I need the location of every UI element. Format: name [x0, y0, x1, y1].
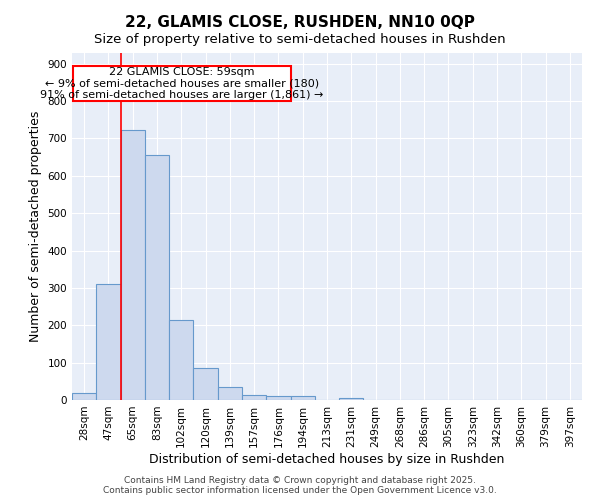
FancyBboxPatch shape: [73, 66, 290, 101]
Y-axis label: Number of semi-detached properties: Number of semi-detached properties: [29, 110, 42, 342]
Bar: [169, 320, 193, 400]
Text: Contains HM Land Registry data © Crown copyright and database right 2025.
Contai: Contains HM Land Registry data © Crown c…: [103, 476, 497, 495]
Bar: [121, 130, 145, 400]
Bar: [193, 368, 218, 400]
Bar: [266, 396, 290, 400]
X-axis label: Distribution of semi-detached houses by size in Rushden: Distribution of semi-detached houses by …: [149, 452, 505, 466]
Text: 22 GLAMIS CLOSE: 59sqm
← 9% of semi-detached houses are smaller (180)
91% of sem: 22 GLAMIS CLOSE: 59sqm ← 9% of semi-deta…: [40, 66, 323, 100]
Bar: [339, 398, 364, 400]
Text: 22, GLAMIS CLOSE, RUSHDEN, NN10 0QP: 22, GLAMIS CLOSE, RUSHDEN, NN10 0QP: [125, 15, 475, 30]
Bar: [242, 395, 266, 400]
Bar: [290, 396, 315, 400]
Bar: [96, 284, 121, 400]
Bar: [72, 392, 96, 400]
Bar: [218, 387, 242, 400]
Bar: [145, 156, 169, 400]
Text: Size of property relative to semi-detached houses in Rushden: Size of property relative to semi-detach…: [94, 32, 506, 46]
